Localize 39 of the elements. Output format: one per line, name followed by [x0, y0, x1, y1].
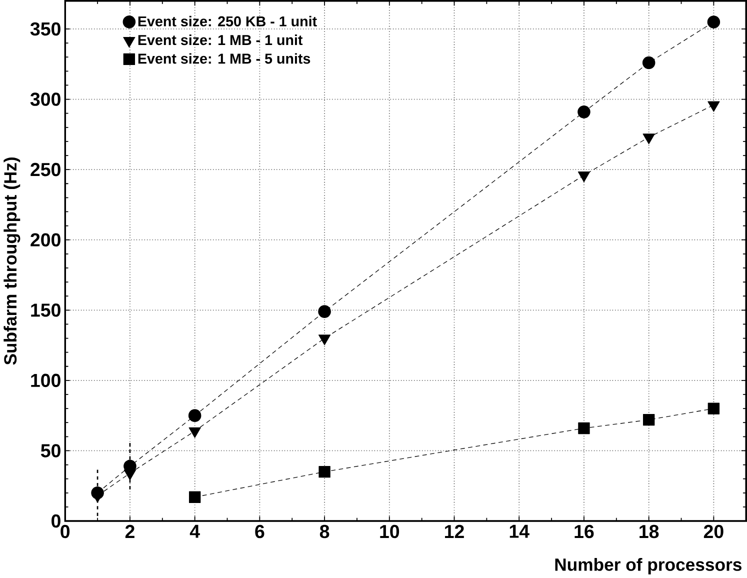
x-axis-title: Number of processors [555, 558, 742, 574]
y-axis-title: Subfarm throughput (Hz) [4, 157, 20, 365]
x-tick-label: 10 [380, 524, 400, 538]
x-tick-label: 16 [574, 524, 594, 538]
x-tick-label: 12 [445, 524, 464, 538]
legend-label: Event size: 1 MB - 5 units [138, 53, 310, 64]
x-tick-label: 8 [320, 524, 330, 538]
y-tick-label: 300 [30, 92, 60, 106]
x-tick-label: 6 [255, 524, 264, 538]
point [318, 305, 331, 318]
y-tick-label: 0 [52, 514, 60, 528]
x-tick-label: 14 [510, 524, 530, 538]
point [318, 334, 331, 346]
y-tick-label: 250 [30, 162, 60, 176]
y-tick-label: 350 [30, 22, 60, 36]
x-tick-label: 2 [125, 524, 134, 538]
point [188, 491, 201, 503]
point [642, 134, 655, 144]
y-tick-label: 150 [31, 303, 60, 317]
point [318, 466, 330, 478]
y-tick-label: 50 [40, 444, 60, 458]
point [642, 56, 656, 70]
point [708, 402, 720, 414]
point [188, 409, 202, 422]
point [578, 422, 590, 434]
x-tick-label: 4 [190, 524, 200, 538]
point [188, 427, 201, 438]
x-tick-label: 20 [704, 524, 724, 538]
y-tick-label: 200 [30, 233, 60, 246]
x-tick-label: 0 [60, 524, 70, 538]
y-tick-label: 100 [31, 374, 60, 388]
point [707, 16, 720, 28]
point [578, 106, 590, 118]
point [578, 172, 590, 182]
point [642, 414, 655, 426]
legend-label: Event size: 250 KB - 1 unit [138, 16, 317, 26]
x-tick-label: 18 [640, 524, 659, 538]
legend-label: Event size: 1 MB - 1 unit [138, 34, 303, 46]
point [708, 101, 720, 112]
